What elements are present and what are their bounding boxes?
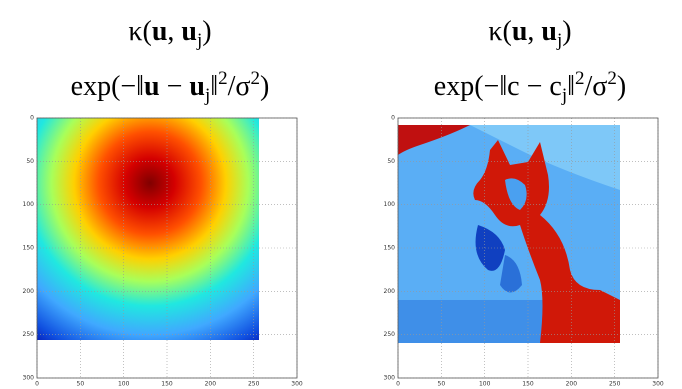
y-tick-label: 300 xyxy=(384,375,396,382)
heatmap-image xyxy=(398,125,620,343)
y-tick-label: 150 xyxy=(384,245,396,252)
x-tick-label: 250 xyxy=(609,381,621,388)
y-tick-label: 100 xyxy=(23,201,35,208)
y-tick-label: 50 xyxy=(387,158,395,165)
x-tick-label: 300 xyxy=(291,381,303,388)
x-tick-label: 150 xyxy=(161,381,173,388)
y-tick-label: 250 xyxy=(384,331,396,338)
kernel-title: κ(u, uj) xyxy=(488,16,571,51)
y-tick-label: 200 xyxy=(23,288,35,295)
x-tick-label: 150 xyxy=(522,381,534,388)
y-tick-label: 200 xyxy=(384,288,396,295)
x-tick-label: 50 xyxy=(77,381,85,388)
x-tick-label: 0 xyxy=(35,381,39,388)
x-tick-label: 100 xyxy=(479,381,491,388)
kernel-formula: exp(−‖c − cj‖2/σ2) xyxy=(434,68,626,106)
x-tick-label: 50 xyxy=(438,381,446,388)
kernel-formula: exp(−‖u − uj‖2/σ2) xyxy=(71,68,270,106)
x-tick-label: 0 xyxy=(396,381,400,388)
y-tick-label: 150 xyxy=(23,245,35,252)
x-tick-label: 200 xyxy=(205,381,217,388)
y-tick-label: 0 xyxy=(30,115,34,122)
y-tick-label: 50 xyxy=(26,158,34,165)
y-tick-label: 300 xyxy=(23,375,35,382)
x-tick-label: 250 xyxy=(248,381,260,388)
kernel-title: κ(u, uj) xyxy=(128,16,211,51)
x-tick-label: 300 xyxy=(652,381,664,388)
y-tick-label: 100 xyxy=(384,201,396,208)
y-tick-label: 0 xyxy=(391,115,395,122)
heatmap-image xyxy=(37,118,259,340)
x-tick-label: 100 xyxy=(118,381,130,388)
y-tick-label: 250 xyxy=(23,331,35,338)
figure: 050100150200250300050100150200250300 050… xyxy=(0,0,682,389)
x-tick-label: 200 xyxy=(566,381,578,388)
